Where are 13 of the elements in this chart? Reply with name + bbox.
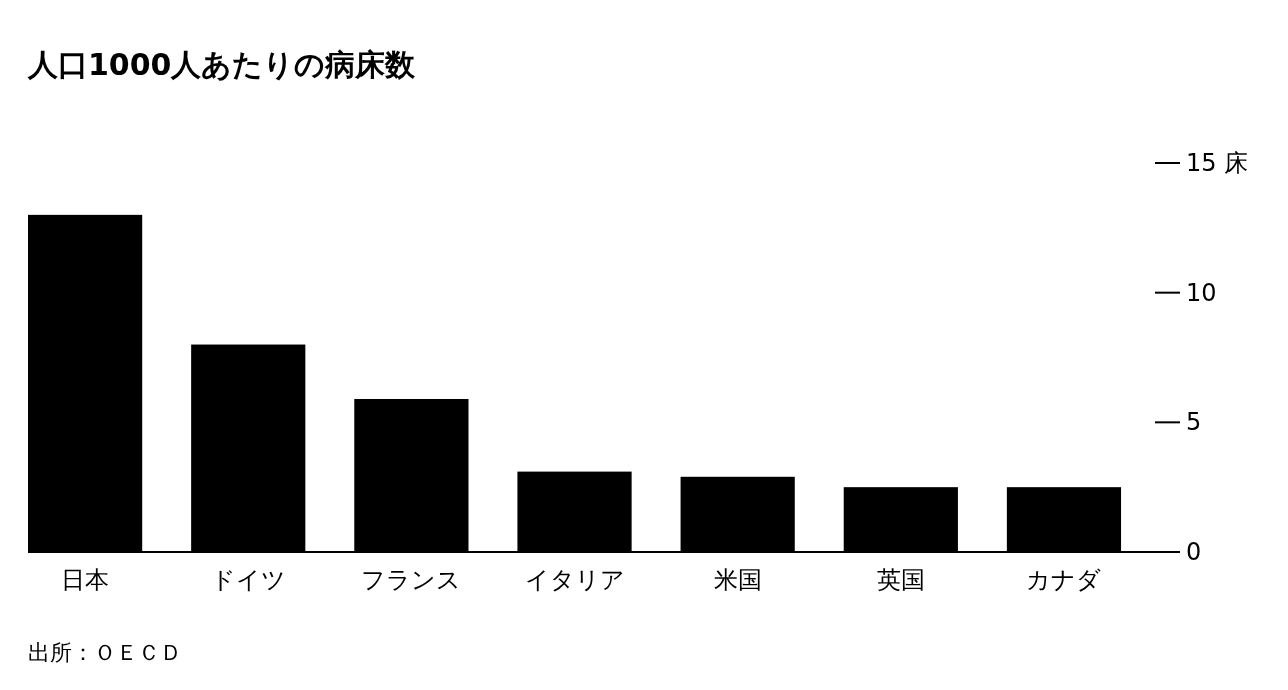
x-tick-label: 英国 [876, 566, 925, 594]
y-tick-label: 15 床 [1186, 149, 1249, 177]
text: 出所：ＯＥＣＤ [28, 640, 182, 665]
x-tick-label: 日本 [61, 566, 110, 594]
x-tick-label: カナダ [1026, 566, 1102, 594]
y-tick-label: 5 [1186, 408, 1202, 437]
x-tick-label: イタリア [524, 566, 625, 594]
y-tick-label: 0 [1186, 538, 1202, 566]
x-tick-label: フランス [361, 566, 462, 594]
x-tick-label: ドイツ [210, 566, 286, 594]
y-tick-label: 10 [1186, 278, 1217, 307]
x-tick-label: 米国 [713, 566, 762, 594]
chart-title: 人口1000人あたりの病床数 [27, 47, 417, 82]
